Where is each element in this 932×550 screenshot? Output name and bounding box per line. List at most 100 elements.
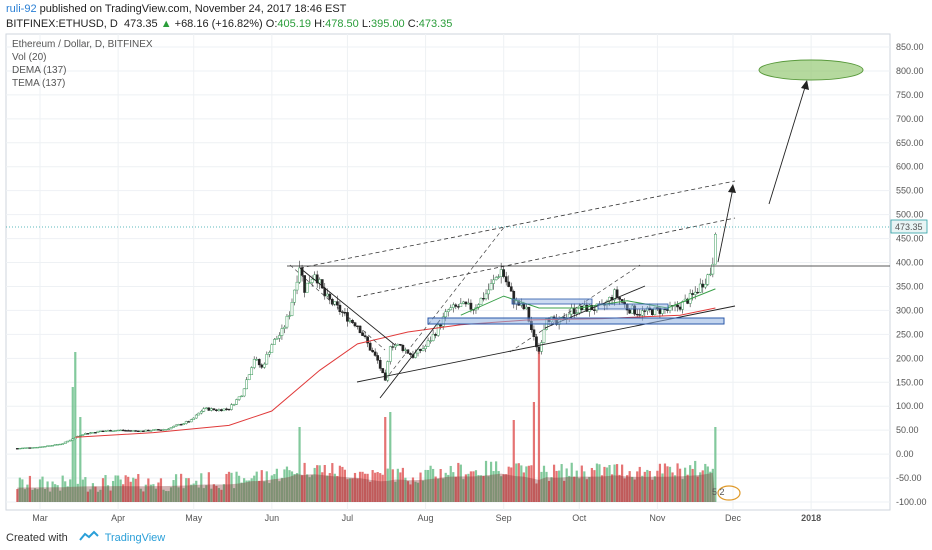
volume-bar [447,474,450,502]
candle [386,361,390,381]
candle [424,346,427,349]
volume-bar [426,469,430,502]
candle [78,435,82,437]
candle [310,278,314,283]
volume-bar [215,485,218,502]
volume-bar [477,475,480,502]
volume-bar [137,474,140,502]
volume-bar [550,477,553,502]
candle [366,336,369,344]
projection-arrow-line[interactable] [717,187,734,263]
candle [225,408,228,410]
volume-bar [96,491,100,502]
tema-line[interactable] [460,288,716,316]
volume-bar [84,477,87,502]
author-link[interactable]: ruli-92 [6,3,37,15]
volume-bar [23,489,26,502]
candle [414,352,417,358]
candle [245,379,248,390]
y-tick-label: 500.00 [896,210,924,220]
footer: Created with TradingView [6,530,306,546]
candle [401,344,405,351]
volume-bar [79,417,82,502]
volume-bar [678,468,682,502]
volume-bar [182,488,185,502]
target-zone-ellipse[interactable] [758,59,864,81]
volume-bar [255,471,258,502]
channel-dashed-mid[interactable] [356,217,736,298]
candle [26,447,29,449]
candle [373,351,377,356]
candle [250,367,254,375]
mini-zone-box-2[interactable] [597,303,669,310]
candle [469,302,473,310]
wedge-line-1[interactable] [299,267,396,346]
support-zone-box[interactable] [427,317,725,325]
candle [270,344,274,353]
volume-bar [38,479,42,502]
candle [177,424,180,426]
fan-dashed-line-1[interactable] [384,225,506,381]
legend-item-tema[interactable]: TEMA (137) [12,78,66,89]
volume-bar [406,481,410,502]
candle [81,434,85,436]
volume-bar [300,475,304,502]
candle [376,355,380,361]
wedge-line-2[interactable] [379,319,441,399]
event-marker[interactable]: 5 2 [712,485,741,501]
candle [182,423,185,425]
volume-bar [192,483,195,502]
candle [507,281,511,287]
symbol-label[interactable]: BITFINEX:ETHUSD, D [6,18,118,30]
volume-bar [404,477,407,502]
volume-bar [290,471,294,502]
volume-bar [535,483,538,502]
volume-bar [510,467,513,502]
fan-dashed-line-3[interactable] [289,264,386,351]
volume-bar [263,481,266,502]
volume-bar [232,488,236,502]
candle [388,346,392,362]
candle [104,430,107,432]
candle [63,441,67,444]
volume-bar [537,347,541,502]
candle [134,430,138,432]
volume-bar [147,478,150,502]
candle [708,273,712,276]
volume-bar [159,478,163,502]
volume-bar [439,469,442,502]
candle [106,430,110,432]
legend-item-vol[interactable]: Vol (20) [12,52,47,63]
volume-bar [205,485,208,502]
target-arrow-line[interactable] [768,83,807,205]
candle [119,429,122,432]
volume-bar [472,471,475,502]
volume-bar [605,467,609,502]
candle [633,305,637,315]
volume-bar [371,470,374,502]
legend-item-dema[interactable]: DEMA (137) [12,65,67,76]
target-arrow-head [801,80,809,90]
volume-bar [91,483,95,502]
candle [202,408,206,412]
volume-bar [278,481,281,502]
volume-bar [570,462,573,502]
volume-bar [437,478,440,502]
candle [101,430,105,432]
candle [43,446,47,448]
volume-bar [101,478,105,502]
candle [58,443,62,446]
volume-bar [396,468,399,502]
volume-bar [474,470,478,502]
y-tick-label: 650.00 [896,138,924,148]
open-label: O: [265,18,278,30]
candle [638,314,642,316]
tradingview-brand[interactable]: TradingView [104,532,166,544]
channel-dashed-upper[interactable] [299,180,736,269]
volume-bar [583,471,586,502]
volume-bar [99,489,102,502]
fan-dashed-line-2[interactable] [509,264,641,353]
mini-zone-box[interactable] [511,298,593,305]
candle [492,279,495,284]
